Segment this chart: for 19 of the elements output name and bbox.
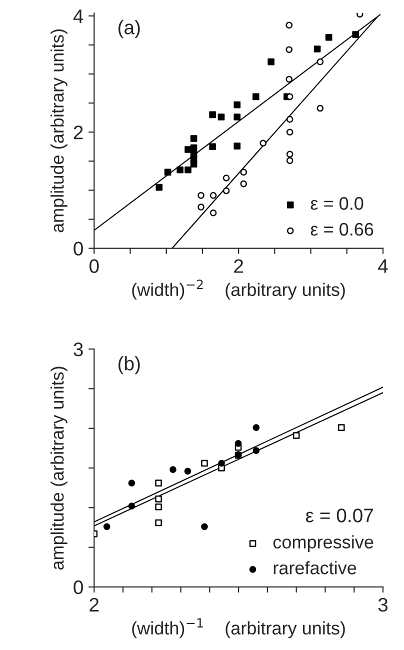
text: (width)$^{−1}$ (arbitrary units) bbox=[132, 618, 345, 638]
y-tick-label: 3 bbox=[74, 342, 83, 356]
x-tick-label: 2 bbox=[234, 259, 243, 273]
y-axis-title: amplitude (arbitrary units) bbox=[50, 366, 68, 570]
y-axis-title: amplitude (arbitrary units) bbox=[50, 29, 68, 232]
legend-label: compressive bbox=[273, 535, 374, 552]
annotation: (a) bbox=[118, 20, 140, 38]
text: (width)$^{−2}$ (arbitrary units) bbox=[132, 280, 345, 300]
x-tick-label: 4 bbox=[378, 259, 388, 273]
legend-label: rarefactive bbox=[274, 561, 356, 574]
x-tick-label: 0 bbox=[89, 259, 99, 273]
y-tick-label: 0 bbox=[74, 242, 83, 256]
legend-title: ε = 0.07 bbox=[306, 508, 373, 522]
y-tick-label: 2 bbox=[74, 126, 83, 140]
y-tick-label: 0 bbox=[74, 580, 83, 594]
legend-label: ε = 0.66 bbox=[310, 222, 374, 236]
legend-label: ε = 0.0 bbox=[310, 197, 364, 210]
y-tick-label: 4 bbox=[73, 10, 84, 23]
annotation: (b) bbox=[118, 356, 140, 374]
